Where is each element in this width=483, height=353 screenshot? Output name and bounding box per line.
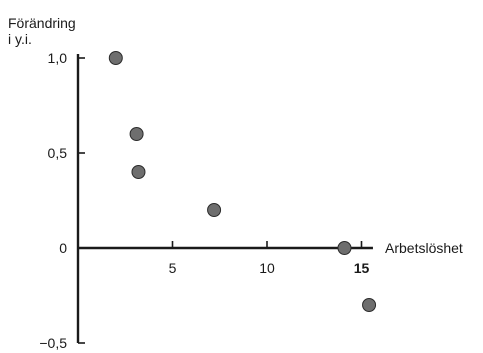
y-axis-title-line-2: i y.i. — [8, 31, 32, 47]
data-point — [129, 127, 144, 141]
data-points — [108, 51, 377, 312]
data-point — [337, 241, 352, 255]
y-tick-label: 0 — [59, 240, 67, 256]
data-point — [131, 165, 146, 179]
x-axis-title: Arbetslöshet — [385, 240, 463, 256]
data-point — [362, 298, 377, 312]
y-axis-title: Förändring i y.i. — [8, 15, 76, 47]
x-tick-label: 15 — [354, 260, 370, 276]
data-point — [207, 203, 222, 217]
y-axis-title-line-1: Förändring — [8, 15, 76, 31]
y-tick-label: 1,0 — [48, 50, 68, 66]
y-tick-label: 0,5 — [48, 145, 68, 161]
x-tick-label: 10 — [259, 260, 275, 276]
tick-layer: −0,5 0 0,5 1,0 5 10 15 — [39, 50, 369, 351]
data-point — [108, 51, 123, 65]
x-tick-label: 5 — [169, 260, 177, 276]
y-tick-label: −0,5 — [39, 335, 67, 351]
